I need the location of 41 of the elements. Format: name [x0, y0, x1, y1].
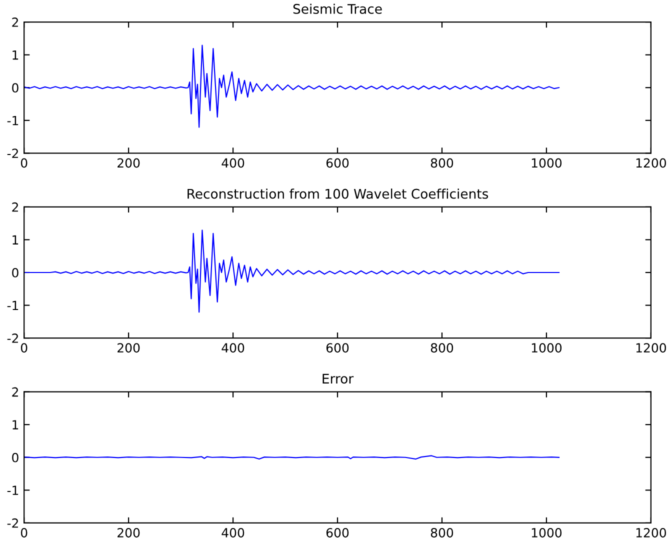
x-tick-label: 1200 [636, 528, 666, 538]
x-tick-label: 400 [222, 343, 244, 353]
x-tick-label: 1000 [532, 158, 562, 168]
y-tick-label: 1 [12, 235, 18, 244]
x-tick-label: 600 [326, 528, 349, 538]
x-tick-label: 1200 [636, 158, 666, 168]
x-tick-label: 800 [430, 343, 454, 353]
y-tick-label: 2 [12, 202, 18, 212]
y-tick-label: -1 [7, 116, 18, 126]
x-tick-label: 800 [430, 528, 454, 538]
chart-title: Reconstruction from 100 Wavelet Coefficients [188, 188, 488, 199]
line-series [24, 44, 560, 128]
x-tick-label: 1200 [636, 343, 666, 353]
y-tick-label: 1 [12, 50, 18, 60]
y-tick-label: 0 [12, 268, 18, 278]
x-tick-label: 0 [20, 528, 28, 538]
x-tick-label: 400 [222, 528, 244, 538]
x-tick-label: 1000 [532, 528, 562, 538]
chart-title: Seismic Trace [293, 4, 382, 14]
y-tick-label: 0 [12, 452, 18, 462]
y-tick-label: 0 [12, 83, 18, 93]
x-tick-label: 800 [430, 158, 454, 168]
chart-title: Error [322, 374, 354, 384]
line-series [24, 230, 560, 313]
x-tick-label: 200 [118, 158, 140, 168]
y-tick-label: 2 [12, 387, 18, 397]
y-tick-label: -1 [7, 486, 18, 495]
x-tick-label: 600 [326, 343, 349, 353]
x-tick-label: 200 [118, 528, 140, 538]
x-tick-label: 200 [118, 343, 140, 353]
y-tick-label: -2 [7, 334, 18, 343]
x-tick-label: 600 [326, 158, 349, 168]
y-tick-label: 2 [12, 18, 18, 27]
y-tick-label: -2 [7, 148, 18, 158]
y-tick-label: -2 [7, 518, 18, 528]
y-tick-label: 1 [12, 420, 18, 430]
x-tick-label: 1000 [532, 343, 562, 353]
x-tick-label: 400 [222, 158, 244, 168]
y-tick-label: -1 [7, 300, 18, 310]
x-tick-label: 0 [20, 158, 28, 168]
x-tick-label: 0 [20, 343, 28, 353]
